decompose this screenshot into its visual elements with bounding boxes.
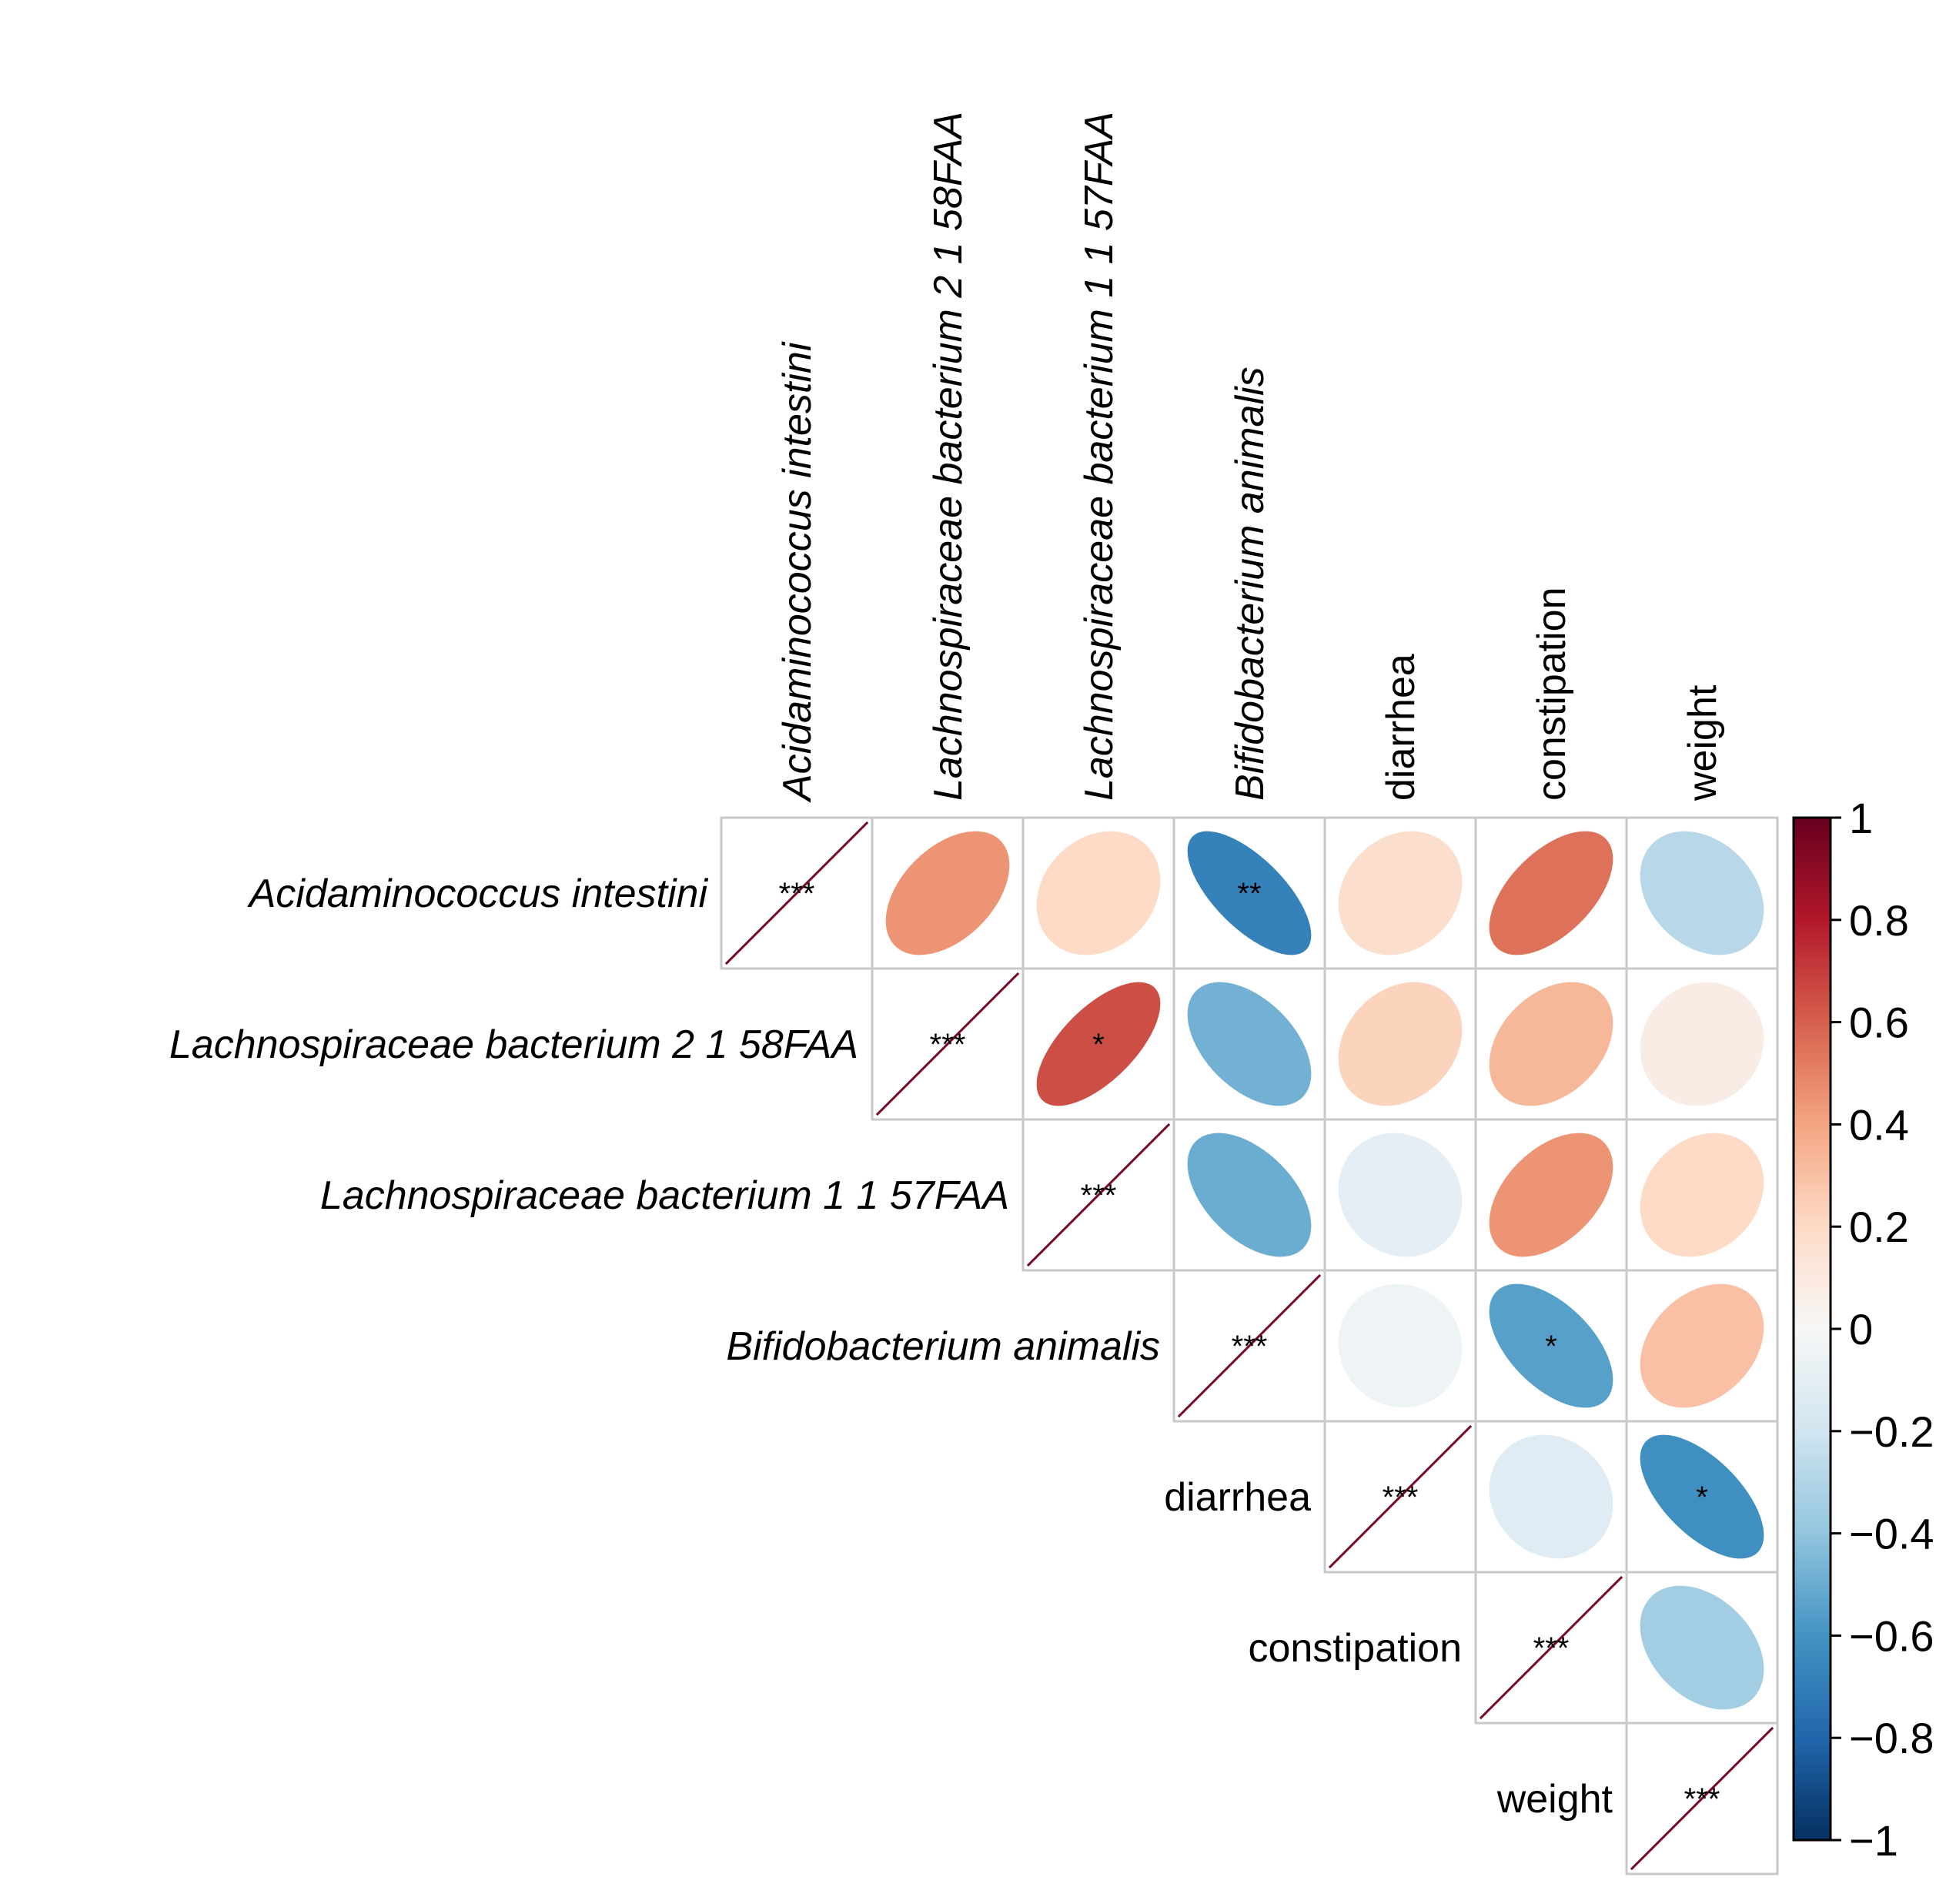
- cell-5-6: [1625, 1571, 1779, 1725]
- cell-3-6: [1625, 1269, 1779, 1423]
- cell-2-2-diagonal-line: [1026, 1123, 1171, 1267]
- colorbar-tick-label: −0.4: [1849, 1510, 1934, 1558]
- cell-1-1: ***: [871, 967, 1025, 1121]
- cell-3-5: *: [1474, 1269, 1628, 1423]
- cell-6-6-significance-label: ***: [1684, 1782, 1720, 1816]
- cell-6-6: ***: [1625, 1722, 1779, 1876]
- cell-4-4-significance-label: ***: [1383, 1481, 1419, 1514]
- row-label-lachnospiraceae-bacterium-2-1-58faa: Lachnospiraceae bacterium 2 1 58FAA: [169, 1022, 858, 1067]
- colorbar-tick-label: 0.2: [1849, 1203, 1909, 1251]
- cell-1-2-significance-label: *: [1092, 1028, 1105, 1062]
- colorbar-tick-label: 1: [1849, 794, 1873, 842]
- cell-5-5: ***: [1474, 1571, 1628, 1725]
- column-label-lachnospiraceae-bacterium-2-1-58faa: Lachnospiraceae bacterium 2 1 58FAA: [926, 112, 971, 801]
- colorbar-tick-label: 0.8: [1849, 896, 1909, 945]
- cell-6-6-diagonal-line: [1630, 1726, 1774, 1871]
- column-label-lachnospiraceae-bacterium-1-1-57faa: Lachnospiraceae bacterium 1 1 57FAA: [1077, 112, 1122, 801]
- cell-1-1-significance-label: ***: [930, 1028, 966, 1062]
- cell-1-5: [1474, 967, 1628, 1121]
- cell-1-3: [1172, 967, 1326, 1121]
- cell-1-2-ellipse: [1036, 982, 1161, 1106]
- cell-2-5-ellipse: [1489, 1133, 1613, 1257]
- cell-4-4-diagonal-line: [1328, 1424, 1473, 1569]
- cell-4-5-ellipse: [1489, 1434, 1613, 1559]
- cell-5-5-diagonal-line: [1479, 1575, 1623, 1720]
- cell-4-6-ellipse: [1640, 1434, 1764, 1559]
- cell-0-6: [1625, 816, 1779, 970]
- cell-4-4: ***: [1323, 1420, 1477, 1574]
- cell-4-5: [1474, 1420, 1628, 1574]
- cell-2-2-significance-label: ***: [1081, 1179, 1117, 1213]
- column-label-bifidobacterium-animalis: Bifidobacterium animalis: [1228, 366, 1272, 801]
- cell-0-2: [1021, 816, 1175, 970]
- row-label-weight: weight: [1496, 1777, 1613, 1822]
- cell-1-6: [1625, 967, 1779, 1121]
- colorbar-tick-label: 0.4: [1849, 1100, 1909, 1149]
- colorbar-tick-label: 0.6: [1849, 999, 1909, 1047]
- cell-3-5-significance-label: *: [1545, 1330, 1557, 1364]
- cell-1-3-ellipse: [1187, 982, 1312, 1106]
- cell-1-4-ellipse: [1338, 982, 1463, 1106]
- cell-3-6-ellipse: [1640, 1283, 1764, 1408]
- cell-1-2: *: [1021, 967, 1175, 1121]
- cell-2-4-ellipse: [1338, 1133, 1463, 1257]
- matrix-cells: *** ***** ******* **** *******: [720, 816, 1779, 1876]
- cell-0-1: [871, 816, 1025, 970]
- cell-1-1-diagonal-line: [875, 972, 1020, 1116]
- cell-2-4: [1323, 1118, 1477, 1272]
- cell-0-1-ellipse: [885, 831, 1010, 955]
- cell-0-3-ellipse: [1187, 831, 1312, 955]
- colorbar-tick-label: 0: [1849, 1305, 1873, 1354]
- column-label-diarrhea: diarrhea: [1379, 654, 1423, 801]
- cell-4-6-significance-label: *: [1696, 1481, 1708, 1514]
- colorbar-tick-label: −0.2: [1849, 1407, 1934, 1456]
- cell-0-6-ellipse: [1640, 831, 1764, 955]
- cell-0-0-diagonal-line: [724, 821, 869, 965]
- cell-0-0: ***: [720, 816, 874, 970]
- cell-5-6-ellipse: [1640, 1585, 1764, 1710]
- cell-2-6-ellipse: [1640, 1133, 1764, 1257]
- column-label-weight: weight: [1680, 684, 1725, 801]
- colorbar-tick-label: −0.8: [1849, 1714, 1934, 1762]
- cell-4-6: *: [1625, 1420, 1779, 1574]
- column-labels: Acidaminococcus intestini Lachnospiraceae…: [775, 112, 1725, 803]
- cell-0-0-significance-label: ***: [779, 877, 815, 911]
- cell-1-6-ellipse: [1640, 982, 1764, 1106]
- cell-0-5: [1474, 816, 1628, 970]
- row-label-bifidobacterium-animalis: Bifidobacterium animalis: [726, 1324, 1160, 1369]
- cell-2-5: [1474, 1118, 1628, 1272]
- cell-1-4: [1323, 967, 1477, 1121]
- colorbar: 1 0.8 0.6 0.4 0.2 0 −0.2 −0.4 −0.6 −0.8 −1: [1792, 794, 1934, 1865]
- cell-1-5-ellipse: [1489, 982, 1613, 1106]
- column-label-acidaminococcus-intestini: Acidaminococcus intestini: [775, 341, 820, 803]
- cell-3-4: [1323, 1269, 1477, 1423]
- colorbar-gradient: [1792, 816, 1832, 1842]
- colorbar-tick-label: −1: [1849, 1816, 1898, 1865]
- cell-0-5-ellipse: [1489, 831, 1613, 955]
- row-label-constipation: constipation: [1248, 1626, 1462, 1671]
- column-label-constipation: constipation: [1530, 587, 1574, 801]
- cell-2-6: [1625, 1118, 1779, 1272]
- cell-0-2-ellipse: [1036, 831, 1161, 955]
- row-label-diarrhea: diarrhea: [1164, 1475, 1311, 1520]
- cell-0-3-significance-label: **: [1237, 877, 1261, 911]
- cell-0-4: [1323, 816, 1477, 970]
- row-label-lachnospiraceae-bacterium-1-1-57faa: Lachnospiraceae bacterium 1 1 57FAA: [320, 1173, 1009, 1218]
- cell-3-3-significance-label: ***: [1232, 1330, 1268, 1364]
- colorbar-tick-label: −0.6: [1849, 1611, 1934, 1660]
- cell-2-3: [1172, 1118, 1326, 1272]
- cell-3-4-ellipse: [1338, 1283, 1463, 1408]
- cell-5-5-significance-label: ***: [1533, 1631, 1570, 1665]
- cell-3-5-ellipse: [1489, 1283, 1613, 1408]
- row-label-acidaminococcus-intestini: Acidaminococcus intestini: [247, 872, 709, 916]
- cell-2-2: ***: [1021, 1118, 1175, 1272]
- cell-0-3: **: [1172, 816, 1326, 970]
- cell-0-4-ellipse: [1338, 831, 1463, 955]
- row-labels: Acidaminococcus intestini Lachnospiraceae…: [169, 872, 1613, 1822]
- cell-3-3: ***: [1172, 1269, 1326, 1423]
- cell-3-3-diagonal-line: [1177, 1273, 1322, 1418]
